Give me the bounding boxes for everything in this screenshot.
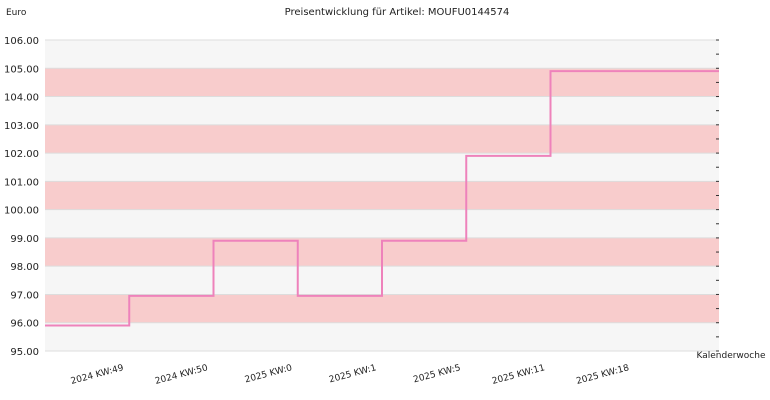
y-tick-label: 96.00 [10, 319, 39, 330]
y-tick-label: 100.00 [4, 206, 39, 217]
plot-band [45, 294, 719, 323]
x-tick-labels: 2024 KW:49 2024 KW:50 2025 KW:0 2025 KW:1 20… [70, 363, 631, 387]
x-tick-label: 2025 KW:1 [328, 363, 377, 385]
plot-band [45, 209, 719, 238]
plot-band [45, 40, 719, 69]
x-tick-label: 2025 KW:5 [412, 363, 461, 385]
y-tick-labels: 95.00 96.00 97.00 98.00 99.00 100.00 101.00 102… [4, 36, 39, 358]
y-tick-label: 99.00 [10, 234, 39, 245]
x-tick-label: 2025 KW:0 [244, 363, 294, 385]
y-tick-label: 97.00 [10, 290, 39, 301]
x-axis-label: Kalenderwoche [696, 351, 765, 361]
x-tick-label: 2024 KW:50 [154, 363, 209, 387]
y-tick-label: 103.00 [4, 121, 39, 132]
y-tick-label: 104.00 [4, 93, 39, 104]
y-tick-label: 95.00 [10, 347, 39, 358]
plot-band [45, 322, 719, 351]
y-tick-label: 105.00 [4, 64, 39, 75]
plot-band [45, 153, 719, 182]
plot-band [45, 124, 719, 154]
plot-band [45, 68, 719, 97]
plot-bands [45, 39, 719, 352]
price-step-line [45, 70, 719, 327]
y-tick-label: 98.00 [10, 262, 39, 273]
right-axis-ticks [716, 39, 719, 352]
y-axis-label: Euro [6, 8, 27, 18]
y-tick-label: 106.00 [4, 36, 39, 47]
x-tick-label: 2024 KW:49 [70, 363, 125, 387]
x-tick-label: 2025 KW:11 [491, 363, 546, 387]
y-tick-label: 101.00 [4, 177, 39, 188]
price-series [45, 70, 719, 327]
x-tick-label: 2025 KW:18 [575, 363, 630, 387]
plot-band [45, 181, 719, 210]
plot-band [45, 96, 719, 125]
y-tick-label: 102.00 [4, 149, 39, 160]
chart-title: Preisentwicklung für Artikel: MOUFU01445… [285, 7, 510, 18]
